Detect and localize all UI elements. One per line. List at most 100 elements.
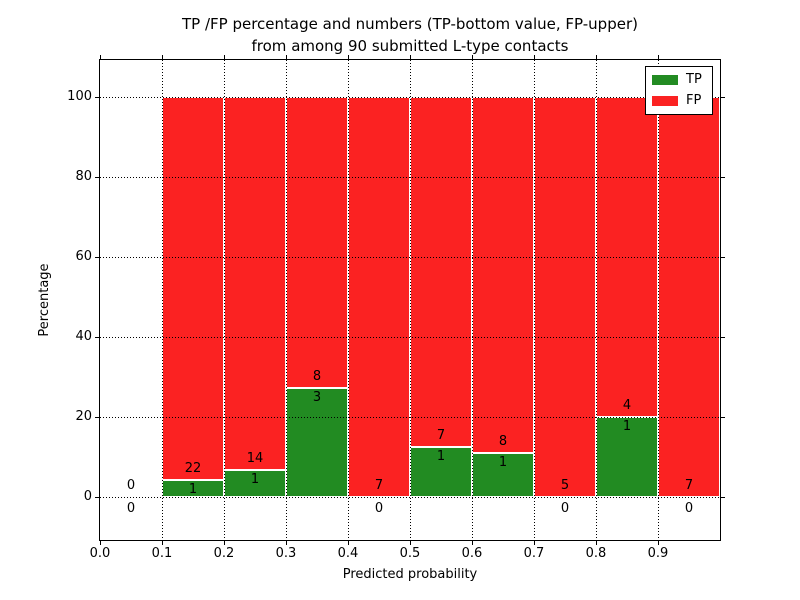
- x-tick-mark-top: [596, 55, 597, 60]
- tp-bar-segment: [224, 470, 286, 497]
- chart-title-line1: TP /FP percentage and numbers (TP-bottom…: [182, 15, 638, 33]
- fp-bar-segment: [658, 97, 720, 497]
- x-tick-label: 0.1: [151, 546, 173, 561]
- vertical-gridline: [658, 60, 659, 540]
- fp-count-label: 7: [374, 478, 384, 493]
- y-tick-mark-right: [720, 177, 725, 178]
- x-tick-mark-top: [224, 55, 225, 60]
- x-tick-mark: [348, 540, 349, 545]
- fp-count-label: 22: [184, 460, 202, 476]
- fp-bar-segment: [162, 97, 224, 480]
- fp-count-label: 8: [498, 433, 508, 449]
- fp-count-label: 8: [312, 368, 322, 384]
- fp-bar-segment: [534, 97, 596, 497]
- fp-bar-segment: [472, 97, 534, 453]
- tp-bar-segment: [410, 447, 472, 497]
- x-tick-mark-top: [410, 55, 411, 60]
- x-tick-mark: [162, 540, 163, 545]
- x-tick-mark-top: [100, 55, 101, 60]
- fp-bar-segment: [286, 97, 348, 388]
- fp-count-label: 7: [684, 478, 694, 493]
- fp-count-label: 14: [246, 451, 264, 467]
- y-tick-mark-right: [720, 497, 725, 498]
- plot-area: TP FP 0.0 0.1 0.2 0.3 0.4 0.5 0.6 0.7 0.8 0.9 0 20 40…: [67, 55, 725, 561]
- x-tick-label: 0.4: [337, 546, 359, 561]
- y-tick-label: 100: [67, 89, 92, 104]
- y-tick-mark-right: [720, 337, 725, 338]
- x-tick-mark-top: [348, 55, 349, 60]
- legend-entry-fp: FP: [652, 94, 706, 108]
- vertical-gridline: [286, 60, 287, 540]
- tp-count-label: 1: [250, 472, 260, 488]
- x-tick-label: 0.2: [213, 546, 235, 561]
- legend-label: FP: [686, 93, 702, 108]
- x-tick-mark: [658, 540, 659, 545]
- vertical-gridline: [534, 60, 535, 540]
- fp-count-label: 5: [560, 478, 570, 493]
- tp-count-label: 0: [126, 501, 136, 516]
- tp-count-label: 1: [622, 419, 632, 434]
- vertical-gridline: [596, 60, 597, 540]
- chart-title-line2: from among 90 submitted L-type contacts: [251, 37, 569, 55]
- x-tick-label: 0.3: [275, 546, 297, 561]
- x-tick-label: 0.8: [585, 546, 607, 561]
- vertical-gridline: [348, 60, 349, 540]
- fp-bar-segment: [348, 97, 410, 497]
- y-tick-mark: [95, 337, 100, 338]
- chart-title: TP /FP percentage and numbers (TP-bottom…: [100, 13, 720, 57]
- legend: TP FP: [645, 66, 713, 115]
- fp-count-label: 4: [622, 398, 632, 413]
- tp-count-label: 0: [560, 501, 570, 516]
- fp-bar-segment: [410, 97, 472, 447]
- x-tick-mark: [410, 540, 411, 545]
- x-tick-mark-top: [472, 55, 473, 60]
- x-tick-mark-top: [658, 55, 659, 60]
- tp-count-label: 0: [684, 501, 694, 516]
- y-tick-label: 20: [75, 409, 92, 424]
- x-tick-mark: [286, 540, 287, 545]
- y-tick-mark-right: [720, 417, 725, 418]
- y-tick-mark-right: [720, 97, 725, 98]
- tp-count-label: 1: [436, 449, 446, 464]
- vertical-gridline: [472, 60, 473, 540]
- fp-legend-swatch: [652, 96, 678, 106]
- x-tick-mark: [472, 540, 473, 545]
- y-tick-label: 80: [75, 169, 92, 184]
- fp-bar-segment: [224, 97, 286, 471]
- tp-count-label: 3: [312, 389, 322, 405]
- y-tick-mark: [95, 497, 100, 498]
- x-tick-mark: [534, 540, 535, 545]
- tp-legend-swatch: [652, 75, 678, 85]
- vertical-gridline: [410, 60, 411, 540]
- vertical-gridline: [224, 60, 225, 540]
- x-tick-label: 0.0: [89, 546, 111, 561]
- y-tick-mark: [95, 257, 100, 258]
- x-tick-mark-top: [162, 55, 163, 60]
- x-tick-mark: [100, 540, 101, 545]
- x-tick-mark-top: [534, 55, 535, 60]
- tp-count-label: 0: [374, 501, 384, 516]
- x-tick-label: 0.7: [523, 546, 545, 561]
- x-tick-mark-top: [286, 55, 287, 60]
- y-tick-label: 40: [75, 329, 92, 344]
- y-tick-mark-right: [720, 257, 725, 258]
- vertical-gridline: [162, 60, 163, 540]
- x-tick-label: 0.6: [461, 546, 483, 561]
- y-tick-mark: [95, 417, 100, 418]
- y-tick-mark: [95, 97, 100, 98]
- fp-count-label: 7: [436, 428, 446, 443]
- x-tick-mark: [596, 540, 597, 545]
- x-tick-label: 0.9: [647, 546, 669, 561]
- legend-entry-tp: TP: [652, 73, 706, 87]
- tp-count-label: 1: [498, 454, 508, 470]
- y-tick-label: 60: [75, 249, 92, 264]
- x-tick-label: 0.5: [399, 546, 421, 561]
- x-tick-mark: [224, 540, 225, 545]
- y-tick-label: 0: [83, 489, 92, 504]
- tp-count-label: 1: [188, 481, 198, 497]
- y-axis-label: Percentage: [37, 263, 52, 337]
- x-axis-label: Predicted probability: [342, 567, 478, 582]
- y-tick-mark: [95, 177, 100, 178]
- fp-count-label: 0: [126, 478, 136, 493]
